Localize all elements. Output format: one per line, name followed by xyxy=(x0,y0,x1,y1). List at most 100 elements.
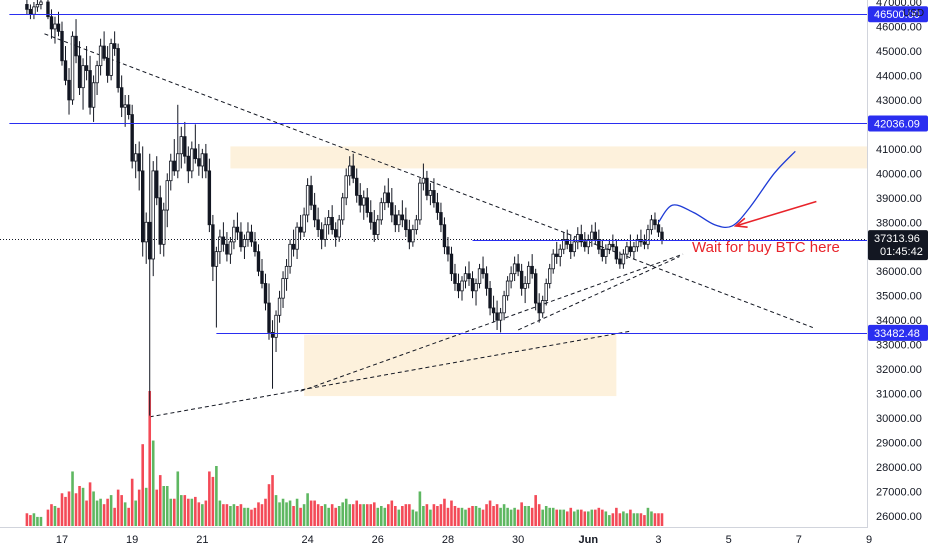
volume-bar-62 xyxy=(246,507,250,526)
candle-body-25 xyxy=(116,48,120,89)
candle-body-121 xyxy=(453,273,457,284)
volume-bar-98 xyxy=(372,502,376,526)
candle-body-89 xyxy=(340,197,345,221)
volume-bar-31 xyxy=(137,489,141,526)
volume-bar-81 xyxy=(313,500,316,526)
volume-bar-58 xyxy=(232,504,236,526)
volume-bar-97 xyxy=(369,504,373,526)
candle-body-32 xyxy=(140,170,145,243)
candle-body-54 xyxy=(218,236,222,253)
volume-bar-71 xyxy=(278,502,281,526)
time-tick-label: 7 xyxy=(796,534,802,546)
candle-body-62 xyxy=(246,231,250,240)
volume-bar-38 xyxy=(162,486,166,526)
volume-bar-55 xyxy=(222,504,225,526)
price-tick-label: 32000.00 xyxy=(876,364,922,376)
candle-body-21 xyxy=(102,45,106,59)
time-axis-ticks: 17 19 21 24 26 28 30 Jun 3 5 7 9 xyxy=(56,534,872,546)
volume-bar-102 xyxy=(387,504,390,526)
candle-body-2 xyxy=(32,6,36,15)
candle-body-66 xyxy=(260,270,264,284)
candle-body-82 xyxy=(316,219,320,231)
candle-body-176 xyxy=(646,229,650,245)
candle-body-152 xyxy=(562,239,566,250)
volume-bar-177 xyxy=(650,511,653,526)
candle-body-109 xyxy=(411,229,415,243)
candle-body-106 xyxy=(400,214,405,221)
candle-body-138 xyxy=(512,263,517,275)
volume-bar-72 xyxy=(281,498,285,526)
volume-bar-60 xyxy=(239,504,243,526)
candle-body-171 xyxy=(628,246,633,253)
candle-body-80 xyxy=(309,185,313,206)
candle-body-95 xyxy=(362,197,366,206)
volume-bar-128 xyxy=(478,507,481,526)
candle-body-65 xyxy=(256,251,261,272)
volume-bar-159 xyxy=(587,511,590,526)
candle-body-13 xyxy=(74,35,78,57)
volume-bar-145 xyxy=(537,504,541,526)
candle-body-71 xyxy=(277,297,282,316)
level-badge-label: 46500.00 xyxy=(874,9,920,21)
candle-body-177 xyxy=(649,219,654,231)
volume-bar-131 xyxy=(488,500,492,526)
volume-bar-153 xyxy=(565,511,569,526)
candle-body-123 xyxy=(460,280,464,292)
volume-bar-105 xyxy=(397,509,401,526)
volume-bar-77 xyxy=(299,507,302,526)
candle-body-69 xyxy=(270,332,275,338)
candle-body-94 xyxy=(358,194,362,206)
volume-bar-7 xyxy=(53,506,57,526)
candle-body-101 xyxy=(383,192,387,204)
volume-bar-110 xyxy=(415,511,418,526)
price-tick-label: 35000.00 xyxy=(876,291,922,303)
volume-bar-156 xyxy=(576,509,580,526)
last-price-label: 37313.96 xyxy=(874,233,920,245)
candle-body-125 xyxy=(467,273,471,279)
volume-bar-6 xyxy=(50,504,53,526)
candle-body-73 xyxy=(284,265,289,279)
volume-bar-37 xyxy=(158,475,162,526)
candle-body-140 xyxy=(519,270,524,289)
candle-body-117 xyxy=(439,212,443,226)
volume-bar-8 xyxy=(57,507,60,526)
candle-body-165 xyxy=(607,243,612,250)
level-badge-label: 42036.09 xyxy=(874,118,920,130)
candle-body-126 xyxy=(470,278,475,292)
volume-bar-39 xyxy=(165,486,169,526)
volume-bar-88 xyxy=(337,506,341,526)
volume-bar-108 xyxy=(408,504,411,526)
candle-body-27 xyxy=(123,104,127,108)
volume-bar-45 xyxy=(187,498,190,526)
volume-bar-27 xyxy=(123,502,127,526)
volume-bar-68 xyxy=(267,484,271,526)
candle-body-105 xyxy=(397,214,401,226)
volume-bar-129 xyxy=(481,509,485,526)
volume-bar-87 xyxy=(334,507,337,526)
candle-body-84 xyxy=(323,224,327,240)
candle-body-160 xyxy=(590,231,594,240)
trendline-2 xyxy=(517,256,680,331)
candle-body-179 xyxy=(656,224,661,233)
currency-label: USD xyxy=(903,8,924,19)
volume-bars xyxy=(25,391,664,526)
volume-bar-54 xyxy=(218,500,222,526)
candle-body-68 xyxy=(267,302,271,333)
candle-body-102 xyxy=(386,192,391,204)
volume-bar-158 xyxy=(583,511,587,526)
candle-body-143 xyxy=(530,265,534,275)
candle-body-163 xyxy=(600,248,605,257)
volume-bar-172 xyxy=(632,513,636,526)
candle-body-104 xyxy=(393,214,398,226)
volume-bar-150 xyxy=(555,509,559,526)
candle-body-11 xyxy=(67,79,71,101)
time-tick-label: 17 xyxy=(56,534,68,546)
price-axis-bg[interactable] xyxy=(868,0,932,528)
volume-bar-113 xyxy=(425,504,429,526)
price-tick-label: 39000.00 xyxy=(876,193,922,205)
volume-bar-127 xyxy=(474,506,478,526)
volume-bar-173 xyxy=(636,513,639,526)
trendline-3 xyxy=(300,253,684,392)
candle-body-52 xyxy=(211,224,215,267)
